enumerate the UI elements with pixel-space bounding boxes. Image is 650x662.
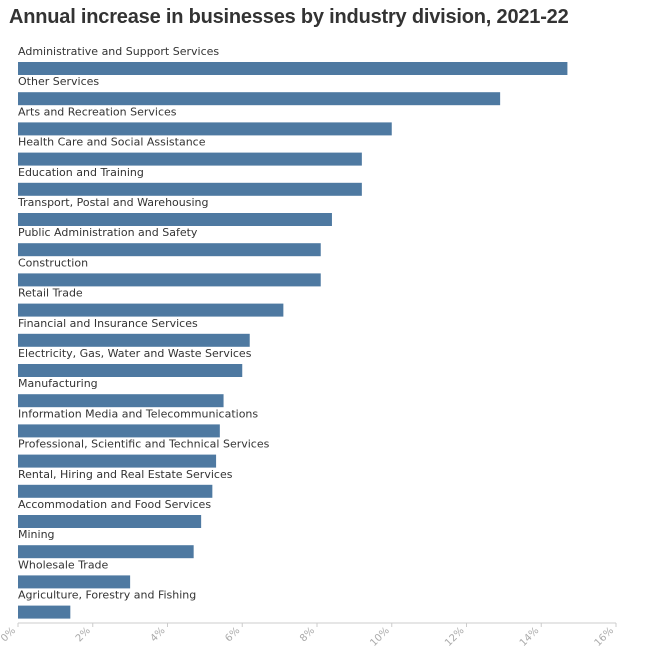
x-tick-label: 0%: [0, 625, 18, 644]
category-label: Retail Trade: [18, 287, 83, 300]
x-tick-label: 12%: [443, 625, 467, 649]
bar[interactable]: [18, 424, 220, 438]
bar[interactable]: [18, 454, 217, 468]
bar[interactable]: [18, 182, 362, 196]
bar[interactable]: [18, 122, 392, 136]
bar[interactable]: [18, 152, 362, 166]
category-label: Electricity, Gas, Water and Waste Servic…: [18, 347, 252, 360]
bar[interactable]: [18, 394, 224, 408]
x-tick-label: 4%: [149, 625, 168, 644]
bar[interactable]: [18, 364, 243, 377]
category-label: Public Administration and Safety: [18, 226, 198, 239]
bar[interactable]: [18, 92, 501, 106]
bar[interactable]: [18, 545, 194, 559]
category-label: Professional, Scientific and Technical S…: [18, 438, 270, 451]
x-tick-label: 6%: [223, 625, 242, 644]
category-label: Other Services: [18, 75, 99, 88]
x-tick-label: 10%: [368, 625, 392, 649]
bar[interactable]: [18, 273, 321, 287]
category-label: Mining: [18, 528, 55, 541]
category-label: Financial and Insurance Services: [18, 317, 198, 330]
x-tick-label: 14%: [518, 625, 542, 649]
x-tick-label: 2%: [74, 625, 93, 644]
category-label: Transport, Postal and Warehousing: [17, 196, 209, 209]
category-label: Health Care and Social Assistance: [18, 136, 206, 149]
x-tick-label: 16%: [593, 625, 617, 649]
category-label: Education and Training: [18, 166, 144, 179]
category-label: Rental, Hiring and Real Estate Services: [18, 468, 233, 481]
bar[interactable]: [18, 303, 284, 317]
x-tick-label: 8%: [298, 625, 317, 644]
category-label: Administrative and Support Services: [18, 45, 219, 58]
category-label: Wholesale Trade: [18, 558, 109, 571]
bar[interactable]: [18, 62, 568, 75]
bar[interactable]: [18, 605, 71, 619]
bar[interactable]: [18, 213, 332, 226]
category-label: Information Media and Telecommunications: [18, 407, 258, 420]
bar[interactable]: [18, 484, 213, 498]
category-label: Arts and Recreation Services: [18, 105, 177, 118]
category-label: Agriculture, Forestry and Fishing: [18, 589, 196, 602]
chart-title: Annual increase in businesses by industr…: [9, 6, 569, 28]
category-label: Accommodation and Food Services: [18, 498, 211, 511]
bar[interactable]: [18, 575, 131, 589]
bar[interactable]: [18, 333, 250, 347]
category-label: Manufacturing: [18, 377, 98, 390]
category-label: Construction: [18, 256, 88, 269]
bar[interactable]: [18, 243, 321, 257]
bar[interactable]: [18, 515, 202, 528]
